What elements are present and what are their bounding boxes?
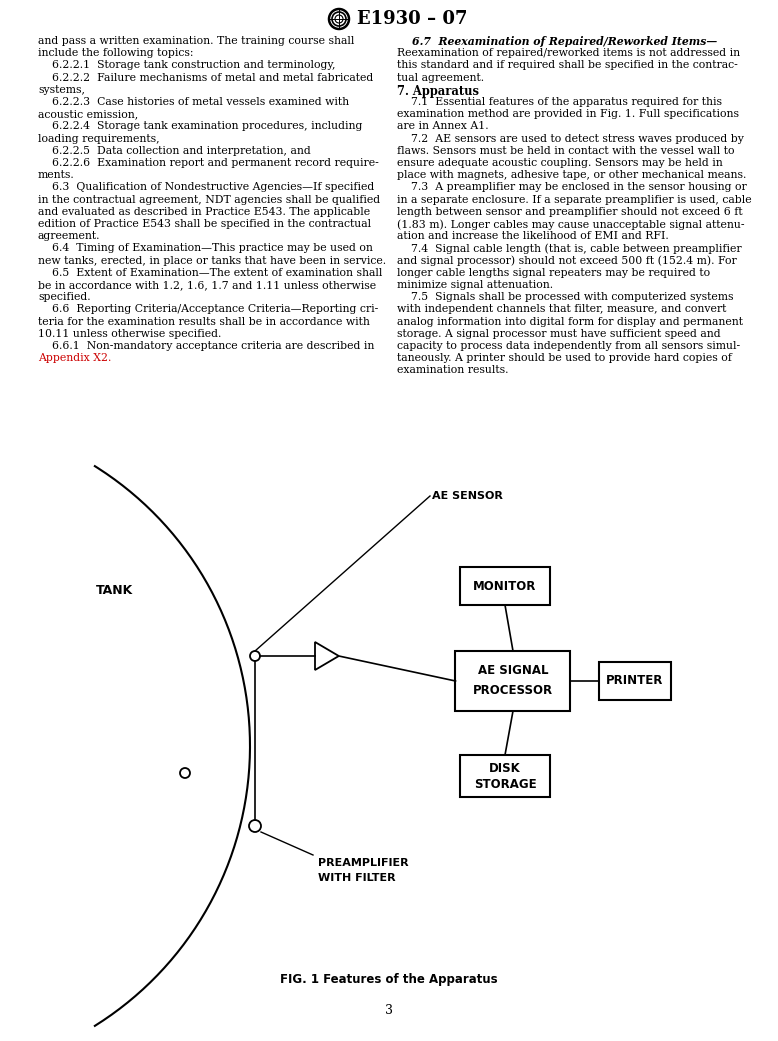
Text: PREAMPLIFIER: PREAMPLIFIER	[318, 858, 408, 868]
Text: and pass a written examination. The training course shall: and pass a written examination. The trai…	[38, 36, 354, 46]
Text: systems,: systems,	[38, 84, 85, 95]
Text: 6.6  Reporting Criteria/Acceptance Criteria—Reporting cri-: 6.6 Reporting Criteria/Acceptance Criter…	[38, 304, 378, 314]
Text: 6.2.2.6  Examination report and permanent record require-: 6.2.2.6 Examination report and permanent…	[38, 158, 379, 168]
Text: PRINTER: PRINTER	[606, 675, 664, 687]
Text: 6.2.2.2  Failure mechanisms of metal and metal fabricated: 6.2.2.2 Failure mechanisms of metal and …	[38, 73, 373, 82]
Text: tual agreement.: tual agreement.	[397, 73, 484, 82]
Text: loading requirements,: loading requirements,	[38, 133, 159, 144]
Text: 7.1  Essential features of the apparatus required for this: 7.1 Essential features of the apparatus …	[397, 97, 722, 107]
Text: 6.2.2.5  Data collection and interpretation, and: 6.2.2.5 Data collection and interpretati…	[38, 146, 310, 156]
Text: 7.5  Signals shall be processed with computerized systems: 7.5 Signals shall be processed with comp…	[397, 293, 734, 302]
Text: and signal processor) should not exceed 500 ft (152.4 m). For: and signal processor) should not exceed …	[397, 256, 737, 266]
Bar	[599, 662, 671, 700]
Text: ments.: ments.	[38, 170, 75, 180]
Text: AE SENSOR: AE SENSOR	[432, 491, 503, 501]
Text: acoustic emission,: acoustic emission,	[38, 109, 138, 120]
Text: agreement.: agreement.	[38, 231, 100, 242]
Text: 10.11 unless otherwise specified.: 10.11 unless otherwise specified.	[38, 329, 222, 338]
Text: capacity to process data independently from all sensors simul-: capacity to process data independently f…	[397, 341, 740, 351]
Text: STORAGE: STORAGE	[474, 778, 536, 790]
Bar	[455, 651, 570, 711]
Text: 7.2  AE sensors are used to detect stress waves produced by: 7.2 AE sensors are used to detect stress…	[397, 133, 744, 144]
Text: 6.2.2.3  Case histories of metal vessels examined with: 6.2.2.3 Case histories of metal vessels …	[38, 97, 349, 107]
Text: DISK: DISK	[489, 762, 521, 775]
Text: with independent channels that filter, measure, and convert: with independent channels that filter, m…	[397, 304, 727, 314]
Text: place with magnets, adhesive tape, or other mechanical means.: place with magnets, adhesive tape, or ot…	[397, 170, 746, 180]
Text: examination method are provided in Fig. 1. Full specifications: examination method are provided in Fig. …	[397, 109, 739, 120]
Text: 6.4  Timing of Examination—This practice may be used on: 6.4 Timing of Examination—This practice …	[38, 244, 373, 253]
Text: WITH FILTER: WITH FILTER	[318, 873, 396, 883]
Text: PROCESSOR: PROCESSOR	[473, 685, 553, 697]
Text: flaws. Sensors must be held in contact with the vessel wall to: flaws. Sensors must be held in contact w…	[397, 146, 734, 156]
Text: this standard and if required shall be specified in the contrac-: this standard and if required shall be s…	[397, 60, 738, 71]
Text: and evaluated as described in Practice E543. The applicable: and evaluated as described in Practice E…	[38, 207, 370, 217]
Text: include the following topics:: include the following topics:	[38, 48, 194, 58]
Text: E1930 – 07: E1930 – 07	[357, 10, 468, 28]
Text: 6.2.2.1  Storage tank construction and terminology,: 6.2.2.1 Storage tank construction and te…	[38, 60, 335, 71]
Text: storage. A signal processor must have sufficient speed and: storage. A signal processor must have su…	[397, 329, 720, 338]
Text: TANK: TANK	[96, 584, 134, 598]
Text: are in Annex A1.: are in Annex A1.	[397, 122, 489, 131]
Text: AE SIGNAL: AE SIGNAL	[478, 664, 548, 678]
Text: taneously. A printer should be used to provide hard copies of: taneously. A printer should be used to p…	[397, 353, 732, 363]
Text: minimize signal attenuation.: minimize signal attenuation.	[397, 280, 553, 290]
Text: longer cable lengths signal repeaters may be required to: longer cable lengths signal repeaters ma…	[397, 268, 710, 278]
Text: 7.4  Signal cable length (that is, cable between preamplifier: 7.4 Signal cable length (that is, cable …	[397, 244, 741, 254]
Text: examination results.: examination results.	[397, 365, 509, 376]
Text: Reexamination of repaired/reworked items is not addressed in: Reexamination of repaired/reworked items…	[397, 48, 740, 58]
Text: 6.7  Reexamination of Repaired/Reworked Items—: 6.7 Reexamination of Repaired/Reworked I…	[397, 36, 717, 47]
Text: ensure adequate acoustic coupling. Sensors may be held in: ensure adequate acoustic coupling. Senso…	[397, 158, 723, 168]
Text: specified.: specified.	[38, 293, 90, 302]
Text: be in accordance with 1.2, 1.6, 1.7 and 1.11 unless otherwise: be in accordance with 1.2, 1.6, 1.7 and …	[38, 280, 376, 290]
Text: 3: 3	[385, 1005, 393, 1017]
Text: (1.83 m). Longer cables may cause unacceptable signal attenu-: (1.83 m). Longer cables may cause unacce…	[397, 219, 745, 230]
Text: MONITOR: MONITOR	[473, 580, 537, 592]
Text: Appendix X2.: Appendix X2.	[38, 353, 111, 363]
Text: in a separate enclosure. If a separate preamplifier is used, cable: in a separate enclosure. If a separate p…	[397, 195, 752, 205]
Text: 6.3  Qualification of Nondestructive Agencies—If specified: 6.3 Qualification of Nondestructive Agen…	[38, 182, 374, 193]
Text: teria for the examination results shall be in accordance with: teria for the examination results shall …	[38, 316, 370, 327]
Text: FIG. 1 Features of the Apparatus: FIG. 1 Features of the Apparatus	[280, 972, 498, 986]
Text: 7. Apparatus: 7. Apparatus	[397, 84, 479, 98]
Text: length between sensor and preamplifier should not exceed 6 ft: length between sensor and preamplifier s…	[397, 207, 743, 217]
Text: 6.6.1  Non-mandatory acceptance criteria are described in: 6.6.1 Non-mandatory acceptance criteria …	[38, 341, 374, 351]
Text: in the contractual agreement, NDT agencies shall be qualified: in the contractual agreement, NDT agenci…	[38, 195, 380, 205]
Text: 6.5  Extent of Examination—The extent of examination shall: 6.5 Extent of Examination—The extent of …	[38, 268, 382, 278]
Text: ation and increase the likelihood of EMI and RFI.: ation and increase the likelihood of EMI…	[397, 231, 669, 242]
Bar	[460, 755, 550, 797]
Bar	[460, 567, 550, 605]
Text: edition of Practice E543 shall be specified in the contractual: edition of Practice E543 shall be specif…	[38, 219, 371, 229]
Text: 7.3  A preamplifier may be enclosed in the sensor housing or: 7.3 A preamplifier may be enclosed in th…	[397, 182, 747, 193]
Text: analog information into digital form for display and permanent: analog information into digital form for…	[397, 316, 743, 327]
Text: 6.2.2.4  Storage tank examination procedures, including: 6.2.2.4 Storage tank examination procedu…	[38, 122, 363, 131]
Text: new tanks, erected, in place or tanks that have been in service.: new tanks, erected, in place or tanks th…	[38, 256, 386, 265]
